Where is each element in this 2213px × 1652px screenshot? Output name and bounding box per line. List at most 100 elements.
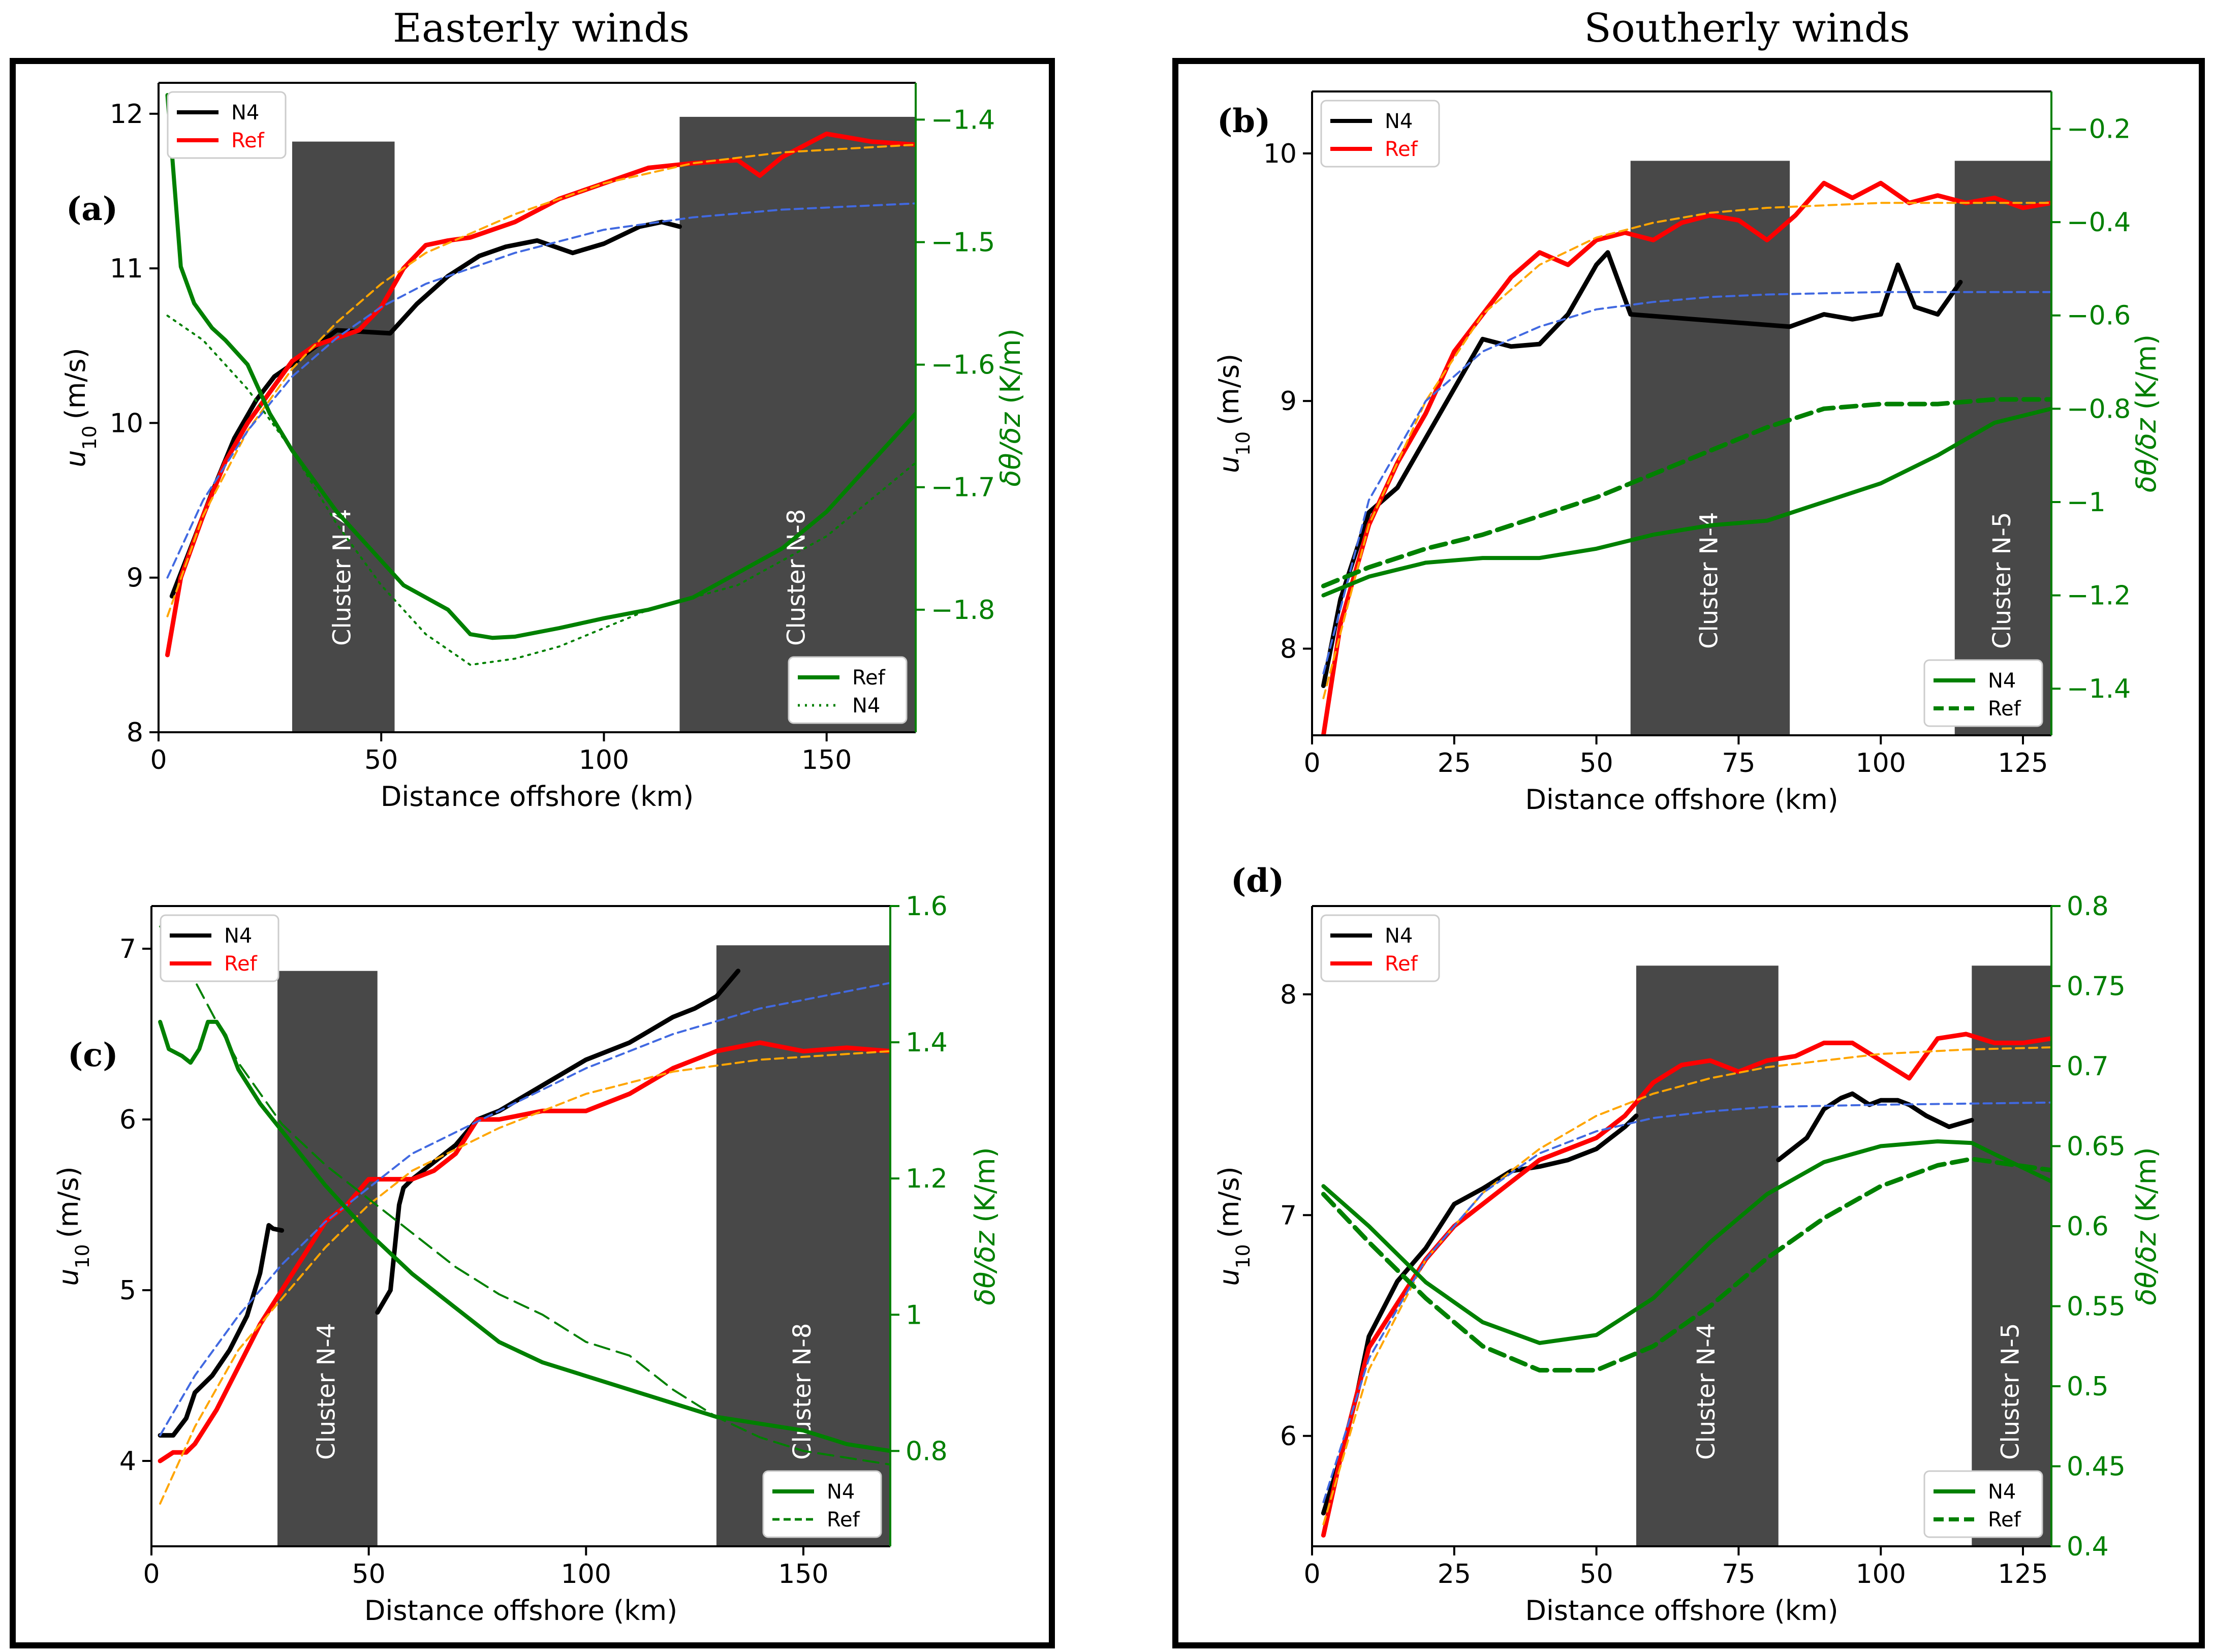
easterly-frame — [10, 58, 1055, 1648]
x-tick-label: 75 — [1722, 1559, 1755, 1589]
series-line-u-n4-seg2- — [1776, 1091, 1974, 1163]
y2-tick-label: 1.2 — [906, 1164, 948, 1194]
y2-axis-label: δθ/δz (K/m) — [2130, 334, 2162, 492]
x-tick-label: 50 — [364, 745, 398, 775]
y2-tick-label: −1.8 — [931, 595, 995, 626]
series-line-u-ref-fit — [1322, 202, 2051, 699]
panel-a: (a) Cluster N-4 Cluster N-8 0 50 100 150 8 9 10 11… — [59, 82, 1026, 813]
y2-axis-label: δθ/δz (K/m) — [969, 1147, 1001, 1305]
y2-tick-label: −0.6 — [2067, 301, 2131, 331]
y2-tick-label: 0.8 — [2067, 891, 2109, 922]
x-tick-label: 50 — [1580, 748, 1613, 778]
legend-u-label: Ref — [224, 952, 258, 976]
x-tick-label: 100 — [1856, 1559, 1906, 1589]
cluster-label: Cluster N-4 — [1695, 512, 1723, 649]
x-tick-label: 50 — [352, 1559, 386, 1589]
y2-tick-label: 1 — [906, 1300, 922, 1330]
cluster-box — [679, 116, 916, 732]
y-tick-label: 9 — [127, 563, 143, 594]
y-tick-label: 11 — [110, 254, 143, 284]
y2-tick-label: 1.4 — [906, 1027, 948, 1058]
legend-s-box — [762, 1470, 882, 1538]
y2-tick-label: 0.7 — [2067, 1051, 2109, 1082]
southerly-frame — [1172, 58, 2205, 1648]
cluster-box — [1630, 161, 1790, 735]
legend-u-box — [1320, 100, 1440, 168]
x-tick-label: 0 — [1303, 748, 1320, 778]
x-tick-label: 0 — [150, 745, 167, 775]
cluster-label: Cluster N-4 — [1692, 1323, 1721, 1460]
y-tick-label: 4 — [119, 1446, 136, 1477]
column-title-southerly: Southerly winds — [1584, 6, 1910, 51]
y2-tick-label: 0.65 — [2067, 1132, 2126, 1162]
y2-tick-label: 0.75 — [2067, 972, 2126, 1002]
legend-s-label: N4 — [1988, 669, 2016, 693]
y-tick-label: 6 — [119, 1105, 136, 1135]
series-line-u-ref-fit — [159, 1050, 890, 1505]
y-tick-label: 7 — [1280, 1200, 1297, 1231]
x-tick-label: 0 — [143, 1559, 160, 1589]
x-tick-label: 150 — [778, 1559, 828, 1589]
x-tick-label: 150 — [801, 745, 852, 775]
legend-s-box — [1923, 1470, 2043, 1538]
y2-tick-label: 0.4 — [2067, 1532, 2109, 1562]
legend-u-label: N4 — [224, 924, 252, 948]
x-axis-label: Distance offshore (km) — [1525, 784, 1838, 816]
x-tick-label: 50 — [1580, 1559, 1613, 1589]
panel-d: (d) Cluster N-4 Cluster N-5 0 25 50 75 100 125 6 7… — [1213, 862, 2162, 1627]
y2-tick-label: −1.7 — [931, 473, 995, 503]
cluster-label: Cluster N-5 — [1997, 1323, 2025, 1460]
y-axis-label: u10 (m/s) — [59, 348, 101, 467]
y-tick-label: 8 — [127, 718, 143, 748]
y2-tick-label: −1.5 — [931, 227, 995, 258]
series-line-u-n4 — [1321, 250, 1963, 688]
series-line-u-n4 — [169, 220, 682, 599]
series-line-s-ref — [1321, 1157, 2051, 1373]
legend-u-label: Ref — [231, 129, 265, 152]
y-tick-label: 9 — [1280, 386, 1297, 417]
y-tick-label: 12 — [110, 99, 143, 130]
x-tick-label: 25 — [1438, 748, 1471, 778]
y2-tick-label: −1.2 — [2067, 581, 2131, 611]
legend-s-box — [788, 656, 908, 724]
series-group — [158, 925, 890, 1505]
legend-s-box — [1923, 659, 2043, 727]
cluster-label: Cluster N-8 — [783, 509, 811, 646]
x-tick-label: 125 — [1998, 1559, 2048, 1589]
y2-tick-label: −1.4 — [931, 105, 995, 135]
y-tick-label: 5 — [119, 1275, 136, 1306]
x-tick-label: 100 — [561, 1559, 611, 1589]
y2-tick-label: −0.8 — [2067, 394, 2131, 424]
series-line-s-ref — [159, 925, 890, 1466]
legend-s-label: N4 — [852, 694, 880, 718]
y2-tick-label: 0.6 — [2067, 1211, 2109, 1242]
y-tick-label: 8 — [1280, 634, 1297, 664]
y-axis-label: u10 (m/s) — [1213, 1166, 1254, 1286]
series-group — [1321, 1032, 2051, 1538]
legend-u-label: N4 — [1385, 110, 1413, 133]
panel-tag: (c) — [68, 1036, 118, 1074]
legend-s-label: N4 — [827, 1480, 855, 1504]
legend-u-label: Ref — [1385, 952, 1418, 976]
y-axis-label: u10 (m/s) — [52, 1166, 93, 1286]
y2-tick-label: −0.2 — [2067, 114, 2131, 144]
legend-u-box — [1320, 914, 1440, 982]
x-tick-label: 100 — [1856, 748, 1906, 778]
legend-s-label: Ref — [1988, 697, 2021, 721]
cluster-label: Cluster N-5 — [1988, 512, 2016, 649]
y2-tick-label: −1.6 — [931, 350, 995, 381]
series-group — [1321, 180, 2051, 735]
y2-tick-label: 1.6 — [906, 891, 948, 922]
x-tick-label: 125 — [1998, 748, 2048, 778]
legend-s-label: Ref — [1988, 1508, 2021, 1532]
series-line-u-ref — [165, 131, 916, 658]
panel-tag: (d) — [1231, 862, 1284, 900]
series-line-u-ref-fit — [166, 143, 916, 617]
series-line-u-ref — [158, 1040, 890, 1463]
y2-tick-label: 0.45 — [2067, 1452, 2126, 1482]
series-line-s-n4 — [166, 315, 916, 666]
legend-s-label: Ref — [852, 666, 886, 690]
series-line-u-n4-seg1- — [1321, 1113, 1639, 1516]
y2-tick-label: −0.4 — [2067, 207, 2131, 238]
